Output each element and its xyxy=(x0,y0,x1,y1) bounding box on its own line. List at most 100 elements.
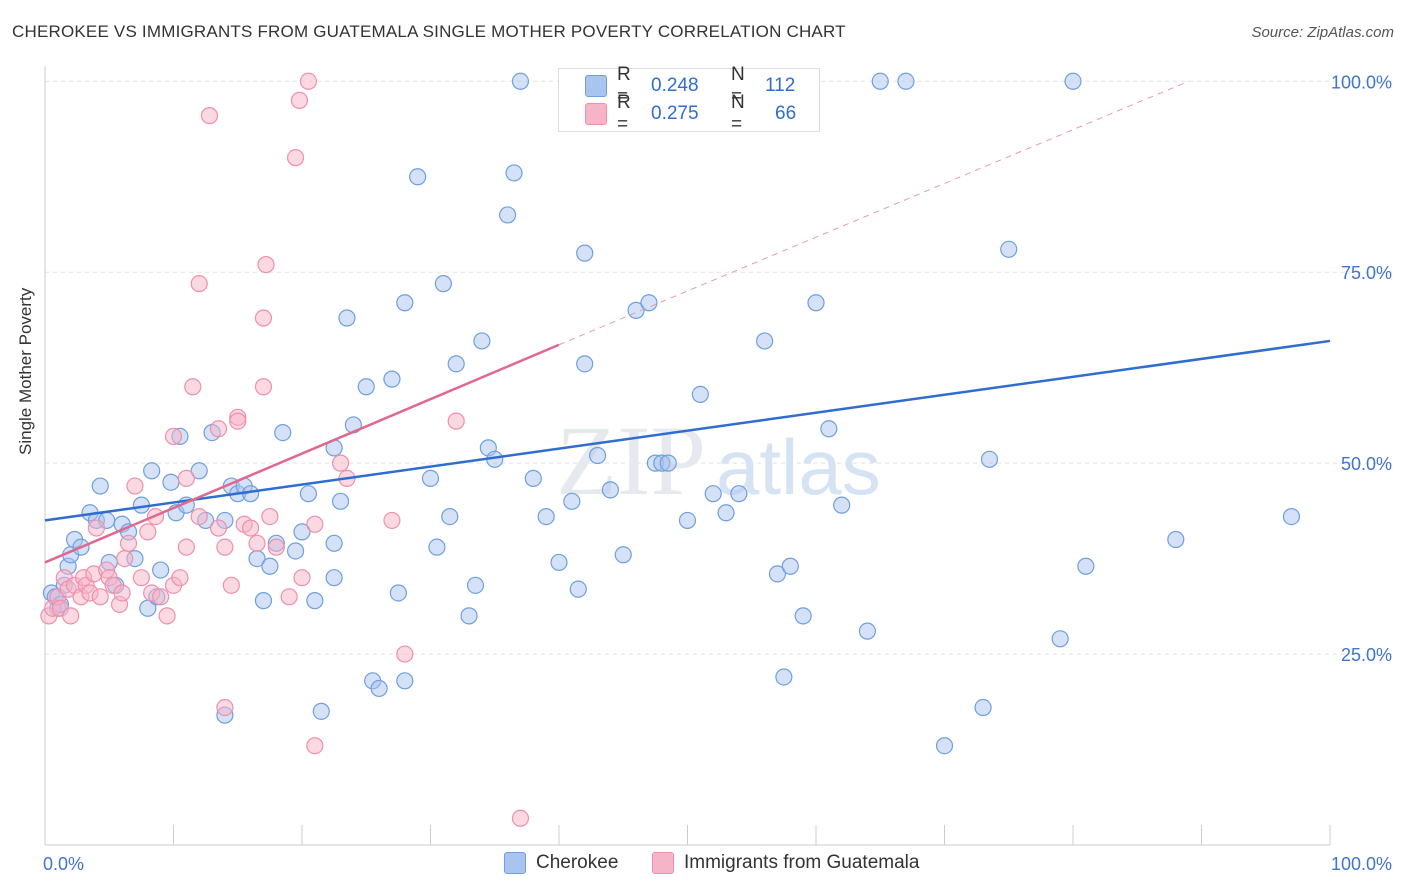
point-cherokee xyxy=(261,557,279,575)
point-cherokee xyxy=(421,469,440,488)
point-cherokee xyxy=(640,294,658,312)
point-cherokee xyxy=(691,385,709,404)
point-cherokee xyxy=(550,553,568,572)
point-guatemala xyxy=(383,511,401,530)
point-cherokee xyxy=(614,546,632,564)
watermark-zip: ZIP xyxy=(556,405,706,516)
point-guatemala xyxy=(119,534,138,552)
x-tick-label-min: 0.0% xyxy=(43,854,84,874)
point-guatemala xyxy=(290,91,309,109)
point-cherokee xyxy=(383,370,401,388)
point-cherokee xyxy=(428,538,446,556)
point-guatemala xyxy=(511,809,530,827)
point-cherokee xyxy=(781,557,799,575)
point-cherokee xyxy=(730,485,748,503)
series-legend-cherokee: Cherokee xyxy=(504,852,618,874)
x-tick-label-max: 100.0% xyxy=(1331,854,1392,874)
trendline-cherokee xyxy=(44,339,1331,522)
point-cherokee xyxy=(1051,630,1069,648)
point-cherokee xyxy=(143,462,161,480)
point-guatemala xyxy=(62,607,80,625)
point-cherokee xyxy=(897,72,915,90)
point-cherokee xyxy=(1167,530,1185,549)
point-cherokee xyxy=(325,534,343,552)
point-cherokee xyxy=(935,737,954,755)
point-cherokee xyxy=(833,496,851,514)
point-guatemala xyxy=(286,149,305,167)
point-cherokee xyxy=(396,294,414,312)
point-guatemala xyxy=(306,737,324,755)
legend-n-label: N = xyxy=(731,64,745,107)
point-cherokee xyxy=(858,622,877,640)
stats-legend: R = 0.248 N = 112 R = 0.275 N = 66 xyxy=(558,64,820,135)
point-cherokee xyxy=(678,511,697,530)
point-cherokee xyxy=(704,485,722,503)
point-guatemala xyxy=(116,550,134,568)
point-guatemala xyxy=(254,309,273,327)
point-cherokee xyxy=(576,244,594,262)
series-legend-guatemala: Immigrants from Guatemala xyxy=(652,852,919,874)
point-guatemala xyxy=(209,420,228,438)
point-guatemala xyxy=(261,507,279,526)
point-cherokee xyxy=(499,206,517,224)
legend-n-value-guatemala: 66 xyxy=(775,103,797,124)
point-guatemala xyxy=(257,255,275,274)
point-guatemala xyxy=(222,576,240,594)
point-guatemala xyxy=(177,538,195,556)
point-cherokee xyxy=(325,569,343,587)
point-guatemala xyxy=(200,107,219,125)
series-legend-label-guatemala: Immigrants from Guatemala xyxy=(684,852,920,873)
point-cherokee xyxy=(974,698,992,717)
chart-title: CHEROKEE VS IMMIGRANTS FROM GUATEMALA SI… xyxy=(12,22,846,41)
point-cherokee xyxy=(396,672,414,690)
point-guatemala xyxy=(158,607,176,625)
point-guatemala xyxy=(216,698,234,717)
point-cherokee xyxy=(441,507,459,526)
series-legend-swatch-guatemala xyxy=(652,852,674,874)
point-cherokee xyxy=(162,473,180,491)
point-guatemala xyxy=(280,588,298,606)
point-cherokee xyxy=(820,420,838,438)
point-guatemala xyxy=(87,519,106,537)
point-cherokee xyxy=(601,481,620,499)
legend-r-label: R = xyxy=(617,64,631,107)
point-cherokee xyxy=(775,668,793,686)
point-guatemala xyxy=(242,519,260,537)
point-cherokee xyxy=(338,309,356,327)
chart-source: Source: ZipAtlas.com xyxy=(1251,24,1394,41)
point-cherokee xyxy=(460,607,478,625)
legend-n-value-cherokee: 112 xyxy=(765,75,796,96)
point-cherokee xyxy=(152,561,170,579)
point-cherokee xyxy=(768,565,787,583)
point-guatemala xyxy=(299,72,318,90)
point-cherokee xyxy=(466,576,485,594)
legend-r-label: R = xyxy=(617,92,631,135)
point-cherokee xyxy=(312,702,330,720)
point-guatemala xyxy=(254,378,273,396)
point-cherokee xyxy=(1282,507,1301,526)
y-tick-label: 50.0% xyxy=(1341,454,1392,474)
point-cherokee xyxy=(389,584,407,602)
point-cherokee xyxy=(717,504,735,522)
point-cherokee xyxy=(755,332,774,350)
trendline-guatemala xyxy=(44,343,560,564)
point-cherokee xyxy=(286,542,305,560)
point-cherokee xyxy=(794,607,812,625)
point-cherokee xyxy=(409,168,427,186)
point-cherokee xyxy=(1077,557,1095,575)
point-cherokee xyxy=(190,462,208,480)
point-cherokee xyxy=(370,679,388,698)
point-cherokee xyxy=(274,423,292,442)
point-guatemala xyxy=(216,538,234,556)
legend-swatch-cherokee xyxy=(585,75,607,97)
point-guatemala xyxy=(113,584,131,602)
series-legend-label-cherokee: Cherokee xyxy=(536,852,619,873)
point-cherokee xyxy=(871,72,889,90)
point-cherokee xyxy=(511,72,530,90)
point-guatemala xyxy=(164,427,183,446)
y-tick-label: 75.0% xyxy=(1341,263,1392,283)
point-guatemala xyxy=(293,569,311,587)
point-cherokee xyxy=(563,492,581,510)
point-guatemala xyxy=(306,515,324,533)
